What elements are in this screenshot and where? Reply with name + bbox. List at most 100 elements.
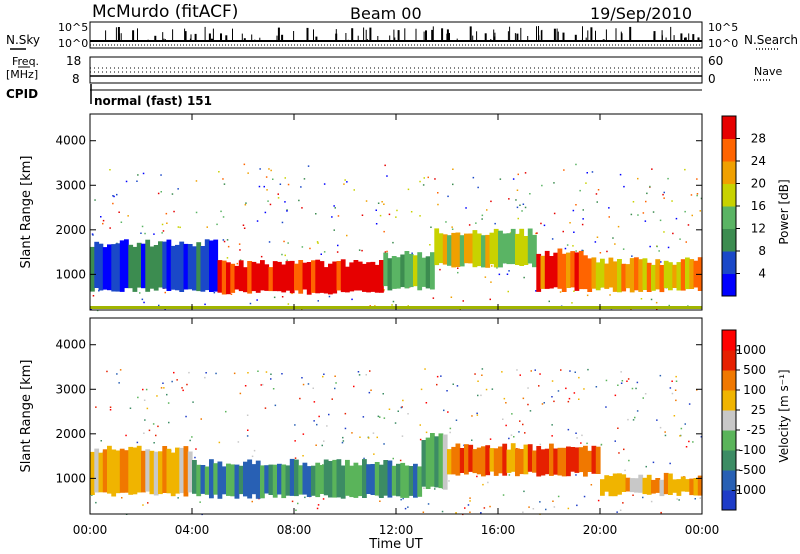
data-band-segment bbox=[158, 451, 163, 495]
scatter-point bbox=[257, 370, 259, 372]
scatter-point bbox=[153, 233, 155, 235]
ytick-label: 1000 bbox=[55, 267, 86, 281]
data-band-segment bbox=[149, 450, 155, 495]
scatter-point bbox=[511, 413, 513, 415]
data-band-segment bbox=[604, 475, 610, 492]
scatter-point bbox=[505, 424, 507, 427]
scatter-point bbox=[482, 483, 484, 486]
scatter-point bbox=[512, 178, 515, 180]
data-band-segment bbox=[268, 267, 274, 292]
scatter-point bbox=[440, 375, 442, 377]
scatter-point bbox=[246, 435, 249, 437]
cpid-label: CPID bbox=[6, 87, 39, 101]
data-band-segment bbox=[332, 261, 338, 294]
scatter-point bbox=[490, 281, 492, 283]
data-band-segment bbox=[655, 259, 661, 290]
scatter-point bbox=[498, 273, 501, 276]
data-band-segment bbox=[515, 448, 520, 477]
data-band-segment bbox=[417, 252, 423, 291]
colorbar-swatch bbox=[722, 251, 736, 274]
scatter-point bbox=[605, 406, 607, 408]
scatter-point bbox=[312, 387, 314, 389]
ytick-label: 1000 bbox=[55, 471, 86, 485]
scatter-point bbox=[617, 427, 619, 429]
data-band-segment bbox=[506, 233, 512, 265]
scatter-point bbox=[422, 511, 425, 513]
ytick-label: 4000 bbox=[55, 134, 86, 148]
velocity-colorbar-label: Velocity [m s⁻¹] bbox=[777, 369, 791, 462]
scatter-point bbox=[283, 240, 285, 243]
noise-tick-high-right: 10^5 bbox=[708, 21, 739, 34]
scatter-point bbox=[501, 371, 503, 373]
scatter-point bbox=[423, 487, 425, 489]
data-band-segment bbox=[132, 447, 138, 495]
data-band-segment bbox=[481, 446, 486, 477]
noise-series bbox=[105, 26, 700, 41]
scatter-point bbox=[631, 255, 633, 257]
scatter-point bbox=[619, 509, 622, 511]
scatter-point bbox=[155, 434, 157, 437]
data-band-segment bbox=[374, 264, 380, 293]
scatter-point bbox=[213, 291, 216, 294]
data-band-segment bbox=[374, 462, 380, 496]
data-band-segment bbox=[315, 259, 321, 294]
scatter-point bbox=[337, 244, 339, 247]
scatter-point bbox=[575, 163, 577, 166]
scatter-point bbox=[600, 443, 603, 446]
power-ylabel: Slant Range [km] bbox=[19, 156, 34, 269]
scatter-point bbox=[346, 234, 348, 237]
scatter-point bbox=[572, 245, 574, 247]
scatter-point bbox=[333, 229, 335, 231]
data-band-segment bbox=[668, 262, 673, 291]
scatter-point bbox=[655, 301, 658, 304]
data-band-segment bbox=[298, 260, 304, 294]
data-band-segment bbox=[595, 262, 601, 291]
data-band-segment bbox=[481, 235, 486, 268]
data-band-segment bbox=[476, 447, 482, 475]
colorbar-tick-label: 20 bbox=[751, 177, 766, 191]
data-band-segment bbox=[685, 479, 690, 492]
scatter-point bbox=[369, 305, 371, 307]
data-band-segment bbox=[175, 244, 180, 291]
freq-tick-low: 8 bbox=[72, 72, 80, 86]
scatter-point bbox=[388, 408, 391, 410]
data-band-segment bbox=[226, 463, 231, 496]
scatter-point bbox=[452, 168, 454, 170]
colorbar-tick-label: 100 bbox=[743, 383, 766, 397]
scatter-point bbox=[92, 295, 95, 297]
scatter-point bbox=[401, 406, 403, 408]
data-band-segment bbox=[234, 464, 240, 499]
scatter-point bbox=[471, 415, 473, 417]
scatter-point bbox=[476, 414, 479, 416]
scatter-point bbox=[486, 209, 488, 211]
scatter-point bbox=[540, 222, 542, 225]
scatter-point bbox=[322, 375, 324, 378]
data-band-segment bbox=[379, 260, 384, 293]
scatter-point bbox=[522, 423, 524, 426]
scatter-point bbox=[562, 230, 564, 233]
scatter-point bbox=[143, 301, 145, 304]
scatter-point bbox=[291, 292, 293, 295]
scatter-point bbox=[476, 475, 478, 478]
data-band-segment bbox=[277, 463, 282, 495]
scatter-point bbox=[287, 303, 290, 305]
nsky-label: N.Sky bbox=[6, 33, 41, 47]
colorbar-tick-label: 28 bbox=[751, 132, 766, 146]
data-band-segment bbox=[353, 462, 359, 498]
data-band-segment bbox=[638, 474, 644, 493]
scatter-point bbox=[270, 378, 272, 380]
scatter-point bbox=[523, 276, 525, 279]
scatter-point bbox=[553, 506, 556, 508]
scatter-point bbox=[156, 395, 158, 397]
scatter-point bbox=[334, 387, 336, 390]
scatter-point bbox=[411, 252, 413, 254]
scatter-point bbox=[581, 249, 583, 252]
data-band-segment bbox=[102, 449, 108, 493]
scatter-point bbox=[375, 209, 377, 211]
scatter-point bbox=[450, 296, 453, 298]
scatter-point bbox=[383, 443, 385, 445]
scatter-point bbox=[223, 183, 226, 185]
data-band-segment bbox=[396, 463, 401, 497]
scatter-point bbox=[142, 172, 145, 175]
scatter-point bbox=[434, 178, 436, 180]
